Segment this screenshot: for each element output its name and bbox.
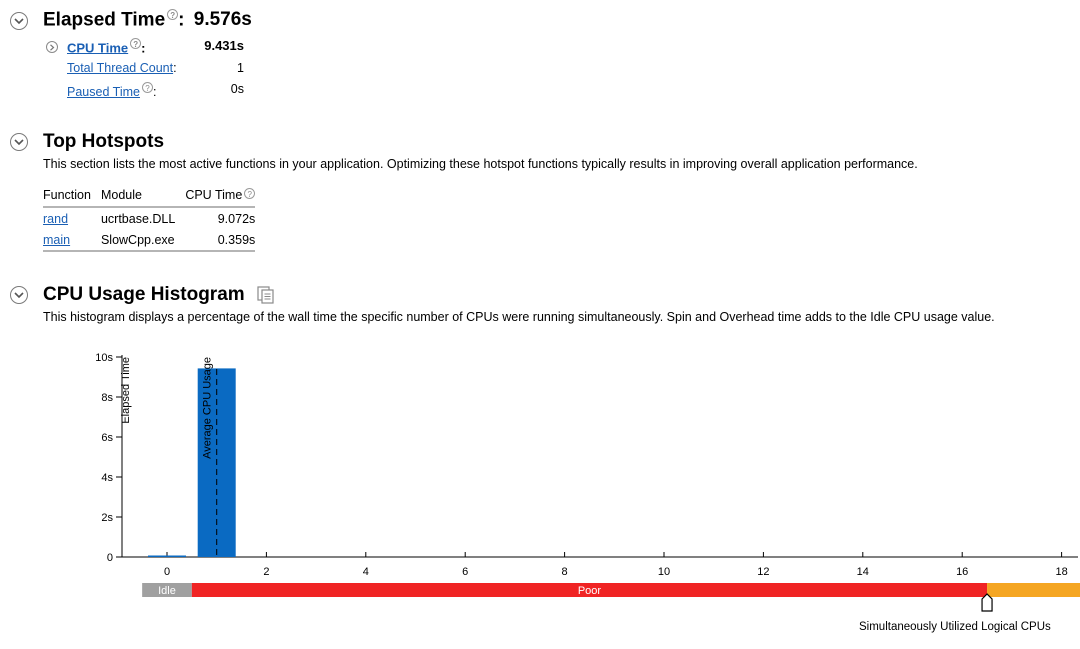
collapse-elapsed-button[interactable] [10,12,28,30]
cpu-time-value: 9.431s [204,38,244,53]
x-axis-label: Simultaneously Utilized Logical CPUs [859,621,1051,633]
column-header-cpu-time[interactable]: CPU Time? [185,186,256,208]
cpu-time-cell: 0.359s [185,229,256,252]
paused-time-link[interactable]: Paused Time [67,85,140,100]
x-tick-label: 6 [462,566,468,578]
y-tick-label: 10s [95,352,113,364]
chevron-right-icon [50,43,55,51]
histogram-heading: CPU Usage Histogram [43,284,245,305]
x-tick-label: 0 [164,566,170,578]
total-thread-count-link[interactable]: Total Thread Count [67,61,174,75]
copy-to-clipboard-icon[interactable] [257,286,274,309]
chevron-down-icon [14,17,24,24]
collapse-hotspots-button[interactable] [10,133,28,151]
x-tick-label: 4 [363,566,369,578]
elapsed-colon: : [178,9,185,31]
metric-colon: : [173,61,177,75]
function-link-rand[interactable]: rand [43,211,69,226]
hotspots-description: This section lists the most active funct… [43,157,918,171]
x-tick-label: 14 [857,566,869,578]
paused-time-row: Paused Time?: [67,82,156,99]
x-tick-label: 10 [658,566,670,578]
elapsed-value: 9.576s [193,9,252,31]
y-tick-label: 6s [101,432,113,444]
collapse-histogram-button[interactable] [10,286,28,304]
elapsed-title: Elapsed Time [43,9,166,31]
x-tick-label: 18 [1055,566,1067,578]
y-tick-label: 0 [107,552,113,564]
utilization-zone [191,583,988,597]
chevron-down-icon [14,291,24,298]
y-tick-label: 2s [101,512,113,524]
y-axis-label: Elapsed Time [120,357,132,424]
histogram-description: This histogram displays a percentage of … [43,310,995,324]
zone-label: Poor [578,585,602,597]
help-icon[interactable]: ? [167,9,179,20]
cpu-time-cell: 9.072s [217,211,256,226]
paused-time-value: 0s [230,82,244,96]
help-icon[interactable]: ? [244,188,256,199]
x-tick-label: 8 [562,566,568,578]
module-cell: SlowCpp.exe [100,229,186,252]
utilization-zone [987,583,1080,597]
table-row: main SlowCpp.exe 0.359s [43,229,256,252]
metric-colon: : [141,40,146,56]
help-icon[interactable]: ? [130,38,142,49]
column-header-module[interactable]: Module [100,186,186,208]
utilization-zone [142,583,192,597]
expand-cpu-time-button[interactable] [46,41,58,53]
y-tick-label: 4s [101,472,113,484]
column-header-function[interactable]: Function [43,186,101,208]
y-tick-label: 8s [101,392,113,404]
average-cpu-usage-label: Average CPU Usage [202,357,214,459]
thread-count-value: 1 [237,61,244,75]
x-tick-label: 12 [757,566,769,578]
help-icon[interactable]: ? [141,82,153,93]
column-header-cpu-time-label: CPU Time [185,188,243,202]
elapsed-time-heading: Elapsed Time?: 9.576s [43,9,252,31]
table-row: rand ucrtbase.DLL 9.072s [43,207,255,229]
x-tick-label: 2 [263,566,269,578]
histogram-bar [148,555,186,557]
hotspots-table: Function Module CPU Time? rand ucrtbase.… [43,186,256,252]
metric-colon: : [152,85,157,100]
cpu-time-row: CPU Time?: [67,38,146,55]
x-tick-label: 16 [956,566,968,578]
function-link-main[interactable]: main [43,232,71,247]
threshold-marker-icon [981,593,993,612]
module-cell: ucrtbase.DLL [100,211,176,226]
cpu-time-link[interactable]: CPU Time [67,40,129,56]
zone-label: Idle [158,585,176,597]
hotspots-heading: Top Hotspots [43,131,165,152]
thread-count-row: Total Thread Count: [67,61,177,75]
table-header-row: Function Module CPU Time? [43,186,256,208]
chevron-down-icon [14,138,24,145]
